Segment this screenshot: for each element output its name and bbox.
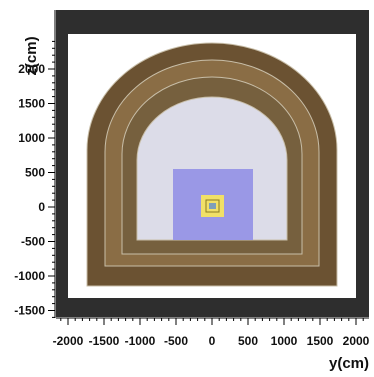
y-tick-label: -500 — [21, 235, 45, 249]
x-axis-title: y(cm) — [329, 355, 369, 372]
y-tick-label: 1000 — [18, 131, 45, 145]
target-inner-frame — [205, 199, 220, 213]
y-tick-label: 500 — [25, 166, 45, 180]
x-tick-label: -500 — [164, 334, 188, 348]
y-axis: 2000 1500 1000 500 0 -500 -1000 -1500 — [14, 10, 56, 318]
x-tick-label: -1500 — [89, 334, 120, 348]
y-tick-label: -1500 — [14, 304, 45, 318]
y-tick-label: 0 — [38, 200, 45, 214]
x-tick-label: 2000 — [343, 334, 370, 348]
detector-core — [209, 203, 216, 209]
y-tick-label: -1000 — [14, 269, 45, 283]
x-tick-label: 0 — [209, 334, 216, 348]
x-axis: -2000 -1500 -1000 -500 0 500 1000 1500 2000 — [53, 317, 370, 348]
x-tick-label: 1500 — [307, 334, 334, 348]
y-tick-label: 1500 — [18, 97, 45, 111]
y-tick-label: 2000 — [18, 62, 45, 76]
x-tick-label: -1000 — [125, 334, 156, 348]
x-tick-label: 1000 — [271, 334, 298, 348]
y-axis-title: z(cm) — [23, 36, 40, 75]
x-tick-label: 500 — [238, 334, 258, 348]
x-tick-label: -2000 — [53, 334, 84, 348]
